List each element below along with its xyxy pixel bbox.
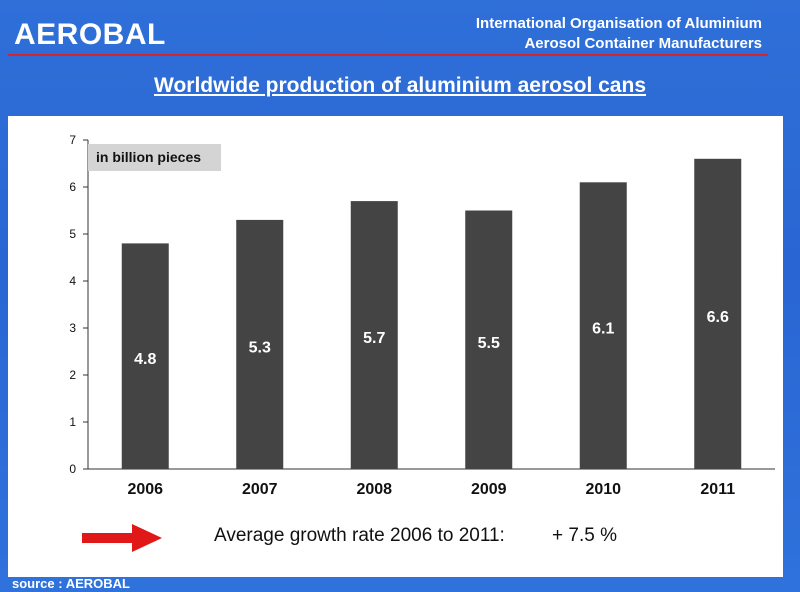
y-tick-label: 4 <box>69 274 76 288</box>
chart-panel: 0 1 2 3 4 5 6 7 4.8 2006 5.3 2007 5.7 2008 5.5 2009 6.1… <box>8 116 783 577</box>
x-tick-label: 2006 <box>127 481 163 498</box>
bar-2007 <box>236 219 284 469</box>
x-tick-label: 2010 <box>585 481 621 498</box>
header-divider <box>8 54 768 56</box>
y-tick-label: 0 <box>69 462 76 476</box>
page-title: Worldwide production of aluminium aeroso… <box>154 74 646 97</box>
y-tick-label: 2 <box>69 368 76 382</box>
y-tick-label: 3 <box>69 321 76 335</box>
bar-value-label: 5.5 <box>478 335 500 352</box>
x-tick-label: 2011 <box>700 481 735 498</box>
x-tick-label: 2008 <box>356 481 392 498</box>
bar-2008 <box>350 201 398 469</box>
organisation-line-1: International Organisation of Aluminium <box>475 15 762 32</box>
bar-2009 <box>465 210 513 469</box>
growth-rate-label: Average growth rate 2006 to 2011: <box>214 525 505 546</box>
unit-note-box <box>88 144 221 171</box>
bar-value-label: 6.1 <box>592 321 614 338</box>
bar-2010 <box>579 182 627 470</box>
x-tick-label: 2009 <box>471 481 507 498</box>
y-tick-label: 6 <box>69 180 76 194</box>
bar-chart: 0 1 2 3 4 5 6 7 4.8 2006 5.3 2007 5.7 2008 5.5 2009 6.1… <box>69 133 775 498</box>
bar-value-label: 5.7 <box>363 330 385 347</box>
organisation-line-2: Aerosol Container Manufacturers <box>524 35 762 52</box>
bar-2011 <box>694 158 742 470</box>
brand-logo: AEROBAL <box>14 18 166 51</box>
bar-value-label: 5.3 <box>249 339 271 356</box>
growth-rate-value: + 7.5 % <box>552 525 617 546</box>
source-note: source : AEROBAL <box>12 576 130 591</box>
unit-note: in billion pieces <box>96 149 201 165</box>
y-tick-label: 7 <box>69 133 76 147</box>
x-tick-label: 2007 <box>242 481 278 498</box>
bar-2006 <box>121 243 169 469</box>
bar-value-label: 4.8 <box>134 351 156 368</box>
bar-value-label: 6.6 <box>707 309 729 326</box>
organisation-name: International Organisation of Aluminium … <box>476 14 762 54</box>
y-tick-label: 1 <box>69 415 76 429</box>
red-arrow-icon <box>82 524 162 552</box>
y-tick-label: 5 <box>69 227 76 241</box>
